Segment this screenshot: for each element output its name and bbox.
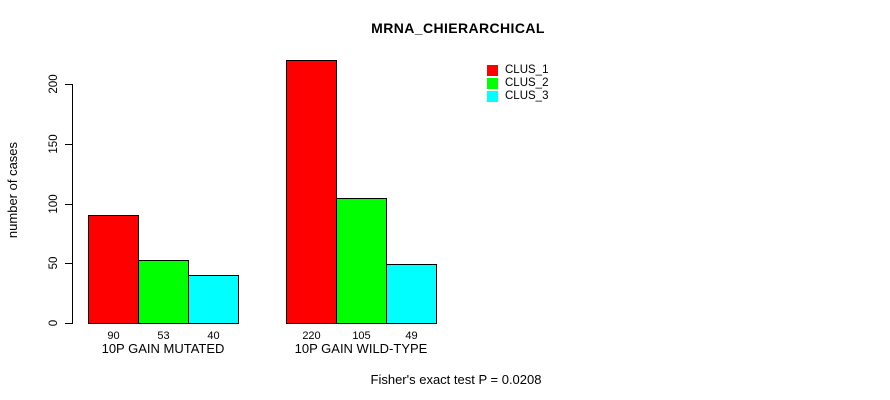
y-axis-tick (65, 84, 72, 85)
bar-value-label: 53 (157, 330, 170, 342)
bar-value-label: 105 (352, 330, 371, 342)
y-axis-tick (65, 204, 72, 205)
bar-clus_1-10p-gain-mutated (88, 215, 139, 324)
bar-value-label: 40 (207, 330, 220, 342)
y-axis-tick-label: 200 (48, 74, 60, 94)
y-axis-tick (65, 263, 72, 264)
y-axis-tick-label: 50 (48, 256, 60, 270)
y-axis-tick (65, 144, 72, 145)
bar-value-label: 220 (302, 330, 321, 342)
bar-clus_3-10p-gain-mutated (188, 275, 239, 324)
legend-item-clus-3: CLUS_3 (487, 90, 548, 103)
legend-label: CLUS_3 (505, 90, 549, 102)
chart-title: MRNA_CHIERARCHICAL (371, 20, 545, 36)
bar-value-label: 49 (405, 330, 418, 342)
bar-clus_1-10p-gain-wild-type (286, 60, 337, 324)
bar-clus_2-10p-gain-wild-type (336, 198, 387, 324)
y-axis-tick (65, 323, 72, 324)
legend-item-clus-2: CLUS_2 (487, 77, 548, 90)
legend: CLUS_1 CLUS_2 CLUS_3 (487, 64, 548, 103)
legend-label: CLUS_1 (505, 64, 549, 76)
legend-swatch-clus-2 (487, 78, 498, 89)
y-axis-tick-label: 150 (48, 134, 60, 154)
bar-clus_3-10p-gain-wild-type (386, 264, 437, 324)
fisher-test-annotation: Fisher's exact test P = 0.0208 (370, 372, 542, 387)
legend-item-clus-1: CLUS_1 (487, 64, 548, 77)
legend-label: CLUS_2 (505, 77, 549, 89)
y-axis-tick-label: 100 (48, 194, 60, 214)
y-axis-title: number of cases (5, 141, 20, 239)
bar-value-label: 90 (107, 330, 120, 342)
x-category-label: 10P GAIN MUTATED (101, 341, 225, 356)
legend-swatch-clus-3 (487, 91, 498, 102)
bar-clus_2-10p-gain-mutated (138, 260, 189, 324)
y-axis-line (72, 84, 73, 324)
legend-swatch-clus-1 (487, 65, 498, 76)
x-category-label: 10P GAIN WILD-TYPE (294, 341, 428, 356)
